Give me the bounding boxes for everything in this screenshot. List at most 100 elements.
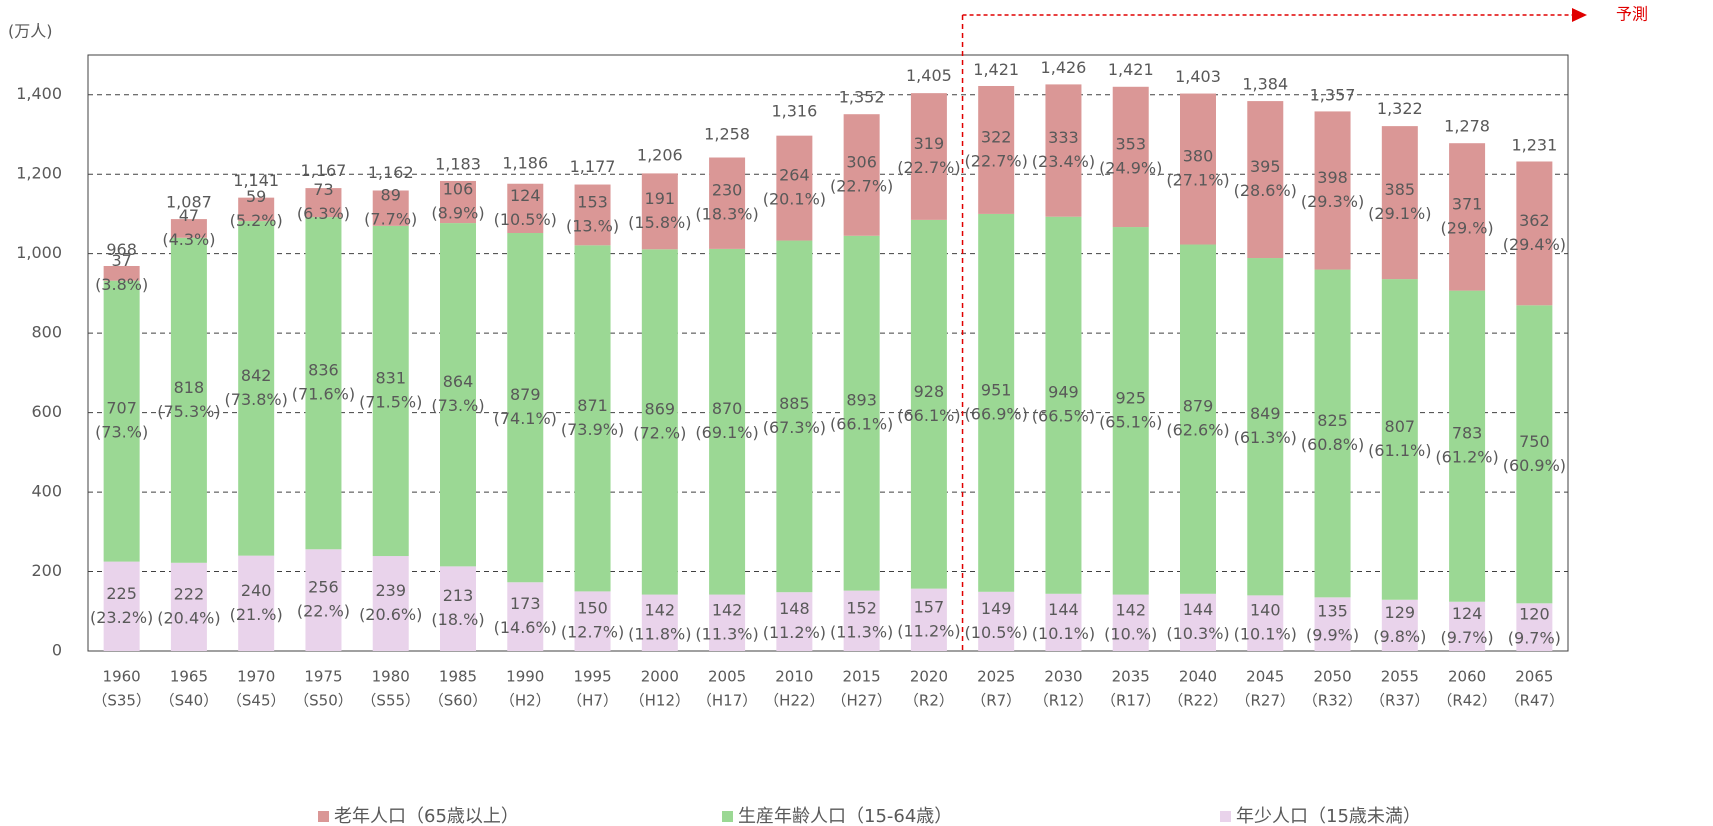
bar-segment: [1449, 143, 1486, 291]
data-label: 849: [1250, 404, 1281, 423]
bar-segment: [507, 233, 544, 583]
data-label: 149: [981, 599, 1012, 618]
share-label: (23.4%): [1032, 152, 1095, 171]
data-label: 239: [375, 581, 406, 600]
bar-segment: [1045, 84, 1082, 217]
share-label: (61.3%): [1234, 428, 1297, 447]
total-label: 1,141: [233, 171, 279, 190]
share-label: (73.%): [431, 396, 484, 415]
share-label: (13.%): [566, 216, 619, 235]
x-tick-sublabel: （S40）: [160, 692, 219, 710]
data-label: 124: [510, 186, 541, 205]
total-label: 1,258: [704, 125, 750, 144]
data-label: 362: [1519, 211, 1550, 230]
bar-segment: [305, 549, 342, 651]
share-label: (27.1%): [1166, 171, 1229, 190]
share-label: (62.6%): [1166, 421, 1229, 440]
share-label: (10.1%): [1032, 624, 1095, 643]
bar-segment: [910, 588, 947, 651]
x-tick-label: 2060: [1448, 668, 1486, 686]
data-label: 129: [1385, 603, 1416, 622]
share-label: (10.1%): [1234, 625, 1297, 644]
share-label: (74.1%): [494, 409, 557, 428]
share-label: (67.3%): [763, 418, 826, 437]
share-label: (69.1%): [695, 423, 758, 442]
bar-segment: [372, 556, 409, 651]
legend-label: 年少人口（15歳未満）: [1236, 806, 1421, 826]
data-label: 47: [179, 206, 199, 225]
data-label: 707: [106, 399, 137, 418]
total-label: 1,357: [1310, 85, 1356, 104]
data-label: 140: [1250, 601, 1281, 620]
bar-segment: [1381, 599, 1418, 651]
share-label: (29.%): [1441, 218, 1494, 237]
share-label: (7.7%): [364, 210, 417, 229]
data-label: 225: [106, 584, 137, 603]
x-tick-label: 1995: [573, 668, 611, 686]
x-tick-sublabel: （R2）: [904, 692, 954, 710]
total-label: 1,421: [1108, 60, 1154, 79]
x-tick-sublabel: （R42）: [1437, 692, 1497, 710]
bar-segment: [372, 190, 409, 226]
bar-segment: [170, 562, 207, 651]
total-label: 1,322: [1377, 99, 1423, 118]
total-label: 968: [106, 240, 137, 259]
bar-segment: [574, 245, 611, 592]
bar-segment: [709, 157, 746, 249]
bar-segment: [843, 114, 880, 236]
total-label: 1,403: [1175, 67, 1221, 86]
share-label: (11.8%): [628, 624, 691, 643]
data-label: 879: [510, 385, 541, 404]
share-label: (23.2%): [90, 608, 153, 627]
bar-segment: [776, 592, 813, 651]
share-label: (10.3%): [1166, 624, 1229, 643]
data-label: 951: [981, 380, 1012, 399]
total-label: 1,231: [1511, 135, 1557, 154]
data-label: 230: [712, 181, 743, 200]
share-label: (22.7%): [897, 158, 960, 177]
bar-segment: [238, 555, 275, 651]
share-label: (73.%): [95, 423, 148, 442]
bar-segment: [641, 249, 678, 595]
x-tick-sublabel: （H2）: [500, 692, 551, 710]
bar-segment: [1449, 290, 1486, 602]
total-label: 1,087: [166, 193, 212, 212]
bar-segment: [103, 561, 140, 651]
data-label: 120: [1519, 605, 1550, 624]
forecast-label: 予測: [1616, 5, 1648, 24]
data-label: 371: [1452, 194, 1483, 213]
share-label: (66.1%): [897, 406, 960, 425]
data-label: 144: [1183, 600, 1214, 619]
bar-segment: [440, 180, 476, 224]
legend-swatch: [722, 811, 733, 822]
data-label: 842: [241, 366, 272, 385]
legend-label: 生産年齢人口（15-64歳）: [738, 806, 952, 826]
x-tick-label: 2055: [1381, 668, 1419, 686]
share-label: (18.3%): [695, 205, 758, 224]
share-label: (61.1%): [1368, 441, 1431, 460]
share-label: (73.8%): [225, 390, 288, 409]
data-label: 264: [779, 166, 810, 185]
data-label: 750: [1519, 432, 1550, 451]
data-label: 925: [1115, 388, 1146, 407]
data-label: 142: [1115, 600, 1146, 619]
data-label: 152: [846, 598, 877, 617]
share-label: (10.%): [1104, 624, 1157, 643]
x-tick-label: 2040: [1179, 668, 1217, 686]
data-label: 135: [1317, 602, 1348, 621]
share-label: (29.1%): [1368, 204, 1431, 223]
x-tick-label: 2050: [1313, 668, 1351, 686]
total-label: 1,426: [1041, 58, 1087, 77]
bar-segment: [641, 594, 678, 651]
data-label: 106: [443, 180, 474, 199]
share-label: (9.8%): [1373, 627, 1426, 646]
share-label: (22.%): [297, 602, 350, 621]
x-tick-sublabel: （H7）: [567, 692, 618, 710]
bar-segment: [103, 280, 140, 562]
plot-frame: [87, 54, 1569, 652]
data-label: 322: [981, 127, 1012, 146]
share-label: (9.7%): [1441, 628, 1494, 647]
share-label: (4.3%): [162, 230, 215, 249]
share-label: (5.2%): [230, 211, 283, 230]
data-label: 59: [246, 187, 266, 206]
